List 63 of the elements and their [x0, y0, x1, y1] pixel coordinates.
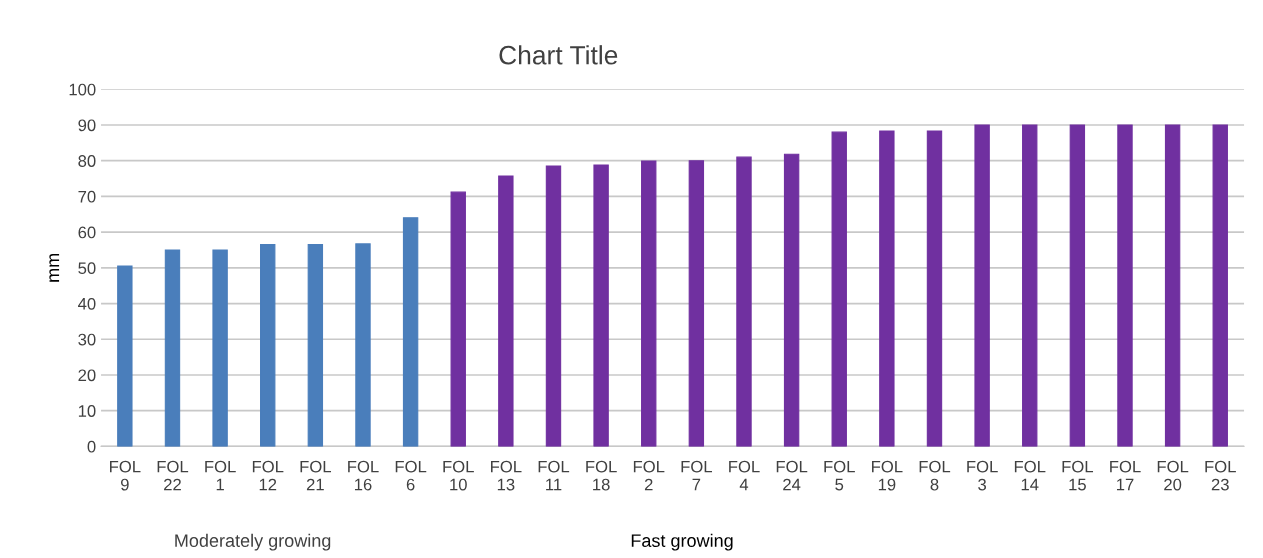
y-tick-label: 100 — [69, 83, 96, 96]
y-tick-label: 40 — [78, 297, 96, 310]
bar — [974, 124, 990, 447]
y-axis-title: mm — [49, 253, 60, 282]
bar — [307, 244, 324, 447]
y-tick-label: 60 — [78, 226, 96, 239]
y-tick-label: 70 — [78, 190, 96, 203]
bar — [212, 249, 228, 447]
x-tick-label: FOL 2 — [633, 460, 665, 491]
bar — [1022, 124, 1038, 447]
bar — [1164, 124, 1181, 447]
x-tick-label: FOL 23 — [1205, 460, 1236, 491]
x-tick-label: FOL 5 — [824, 460, 855, 491]
x-tick-label: FOL 22 — [157, 460, 189, 491]
x-tick-label: FOL 9 — [110, 460, 141, 491]
bar — [688, 160, 705, 447]
text: Moderately growing — [175, 533, 331, 551]
y-tick-label: 80 — [78, 155, 96, 167]
bar — [545, 165, 562, 447]
x-tick-label: FOL 24 — [776, 460, 808, 491]
bar — [783, 153, 800, 447]
x-tick-label: FOL 10 — [443, 460, 474, 491]
y-tick-label: 30 — [78, 333, 96, 346]
x-tick-label: FOL 12 — [252, 460, 284, 491]
x-tick-label: FOL 1 — [205, 460, 236, 491]
y-tick-label: 90 — [78, 119, 96, 132]
bar — [450, 191, 466, 447]
x-tick-label: FOL 7 — [681, 460, 713, 491]
bar — [1117, 124, 1133, 447]
y-tick-label: 20 — [78, 369, 96, 382]
x-tick-label: FOL 18 — [586, 460, 617, 491]
x-tick-label: FOL 3 — [967, 460, 998, 491]
bar — [641, 160, 657, 447]
x-tick-label: FOL 19 — [872, 460, 903, 491]
x-tick-label: FOL 6 — [395, 460, 427, 491]
x-tick-label: FOL 20 — [1157, 460, 1189, 491]
bar — [736, 156, 752, 447]
bar — [879, 130, 895, 447]
bar — [1212, 124, 1228, 447]
y-tick-label: 0 — [87, 440, 96, 453]
x-tick-label: FOL 11 — [538, 460, 570, 491]
x-tick-label: FOL 13 — [491, 460, 522, 491]
bar — [402, 217, 419, 447]
bar — [926, 130, 943, 447]
x-tick-label: FOL 15 — [1062, 460, 1094, 491]
x-tick-label: FOL 8 — [919, 460, 951, 491]
bar — [498, 175, 514, 447]
bar — [593, 164, 609, 447]
bar — [117, 265, 133, 447]
bar — [1069, 124, 1086, 447]
bar — [355, 243, 371, 447]
x-tick-label: FOL 21 — [300, 460, 332, 491]
chart-title: Chart Title — [499, 45, 618, 65]
x-tick-label: FOL 14 — [1014, 460, 1046, 491]
x-tick-label: FOL 16 — [348, 460, 379, 491]
bar — [831, 131, 847, 447]
bar — [164, 249, 181, 447]
x-tick-label: FOL 4 — [729, 460, 760, 491]
text: Fast growing — [631, 533, 733, 551]
bar — [260, 244, 276, 447]
y-tick-label: 50 — [78, 262, 96, 275]
y-tick-label: 10 — [78, 405, 96, 417]
x-tick-label: FOL 17 — [1110, 460, 1141, 491]
